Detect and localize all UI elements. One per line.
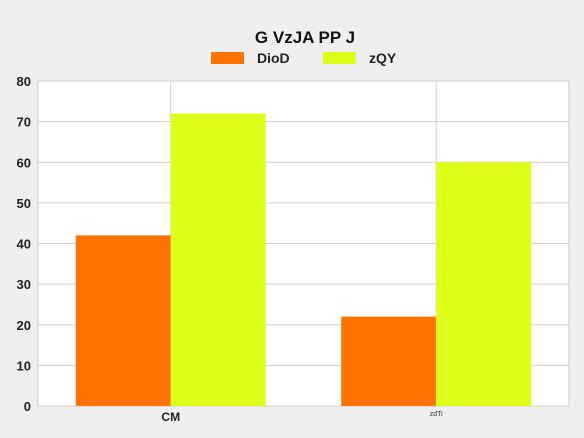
y-tick-label-20: 20 (17, 318, 31, 333)
y-tick-label-70: 70 (17, 115, 31, 130)
y-tick-label-40: 40 (17, 237, 31, 252)
legend-label-diod: DioD (257, 50, 290, 66)
y-tick-label-30: 30 (17, 277, 31, 292)
legend-label-zqy: zQY (369, 50, 397, 66)
legend: DioD zQY (211, 50, 397, 66)
y-tick-label-10: 10 (17, 358, 31, 373)
bar-diod-cm (75, 235, 171, 406)
y-tick-label-0: 0 (24, 399, 31, 414)
bar-diod-zdti (341, 316, 437, 406)
legend-swatch-diod (211, 52, 244, 64)
y-axis: 0 10 20 30 40 50 60 70 80 (17, 74, 31, 414)
bar-zqy-cm (170, 113, 266, 406)
bar-zqy-zdti (436, 162, 532, 406)
chart-title: G VzJA PP J (255, 28, 355, 47)
x-axis: CM zdTi (161, 410, 443, 424)
x-tick-label-zdti: zdTi (430, 411, 443, 418)
x-tick-label-cm: CM (161, 410, 180, 424)
y-tick-label-60: 60 (17, 155, 31, 170)
y-tick-label-80: 80 (17, 74, 31, 89)
y-tick-label-50: 50 (17, 196, 31, 211)
bars (75, 113, 532, 406)
legend-swatch-zqy (323, 52, 356, 64)
